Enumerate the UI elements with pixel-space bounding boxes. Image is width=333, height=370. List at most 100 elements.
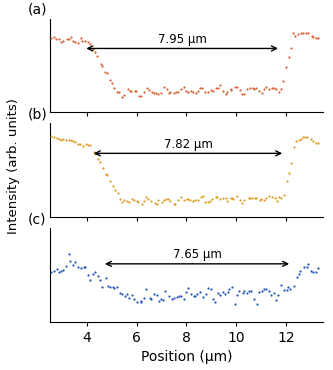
Point [267, 288, 272, 294]
Point [308, 268, 314, 274]
Point [205, 285, 210, 291]
Point [304, 264, 309, 270]
Point [188, 291, 194, 297]
Point [244, 290, 249, 296]
Point [85, 272, 91, 278]
Point [236, 289, 242, 295]
Point [303, 134, 308, 140]
Point [251, 296, 257, 302]
Point [48, 269, 54, 275]
Point [143, 194, 149, 200]
Point [98, 277, 103, 283]
Point [107, 77, 112, 83]
Point [66, 36, 71, 42]
Point [210, 296, 216, 302]
Point [78, 36, 83, 41]
Point [68, 258, 73, 264]
Text: 7.65 μm: 7.65 μm [172, 248, 221, 261]
Point [201, 193, 206, 199]
Point [110, 80, 115, 86]
Point [141, 89, 146, 95]
Point [280, 78, 286, 84]
Point [154, 201, 159, 207]
Point [94, 54, 100, 60]
Point [205, 199, 210, 205]
Point [257, 197, 262, 203]
Text: (a): (a) [28, 3, 48, 17]
Point [90, 46, 96, 52]
Point [240, 290, 245, 296]
Point [157, 297, 162, 303]
Point [105, 283, 111, 289]
Point [66, 137, 72, 143]
Point [187, 197, 192, 203]
Point [281, 192, 286, 198]
Point [224, 198, 229, 204]
Point [278, 282, 284, 288]
Point [156, 198, 161, 204]
Point [228, 87, 234, 93]
Point [87, 41, 93, 47]
Point [193, 90, 199, 95]
Point [87, 277, 93, 283]
Point [139, 201, 145, 207]
Point [272, 85, 277, 91]
Point [246, 288, 252, 294]
Point [176, 197, 181, 203]
Point [92, 49, 98, 55]
Point [119, 94, 125, 100]
Point [134, 299, 140, 305]
Point [58, 137, 64, 143]
Point [57, 269, 62, 275]
Point [252, 195, 257, 201]
Point [314, 269, 319, 275]
Point [278, 195, 284, 201]
Point [228, 86, 233, 92]
Point [104, 71, 110, 77]
Point [298, 30, 303, 36]
Point [223, 292, 228, 297]
Point [293, 33, 298, 39]
Point [117, 290, 122, 296]
Point [63, 137, 68, 143]
Point [156, 91, 161, 97]
Text: (c): (c) [28, 212, 47, 226]
Point [311, 34, 316, 40]
Point [176, 293, 182, 299]
Point [286, 54, 291, 60]
Point [70, 138, 76, 144]
Point [296, 271, 301, 277]
Point [144, 85, 150, 91]
Point [311, 138, 316, 144]
Point [172, 201, 177, 207]
Point [75, 40, 81, 46]
Point [138, 299, 144, 305]
Point [73, 39, 78, 45]
Point [135, 198, 140, 204]
Point [213, 195, 218, 201]
Point [162, 197, 167, 203]
Point [91, 271, 96, 277]
Point [100, 63, 105, 69]
Point [154, 90, 159, 95]
Point [217, 292, 222, 297]
Point [300, 30, 306, 36]
Point [151, 90, 157, 95]
Point [120, 291, 125, 297]
Point [256, 289, 262, 295]
Point [115, 88, 120, 94]
Point [269, 85, 274, 91]
Point [220, 195, 226, 201]
Point [163, 288, 168, 294]
Point [112, 85, 117, 91]
Point [135, 199, 141, 205]
Point [235, 193, 240, 199]
Point [241, 91, 246, 97]
Point [268, 292, 274, 297]
Point [247, 195, 252, 201]
Point [78, 142, 83, 148]
Point [95, 156, 101, 162]
Point [194, 291, 200, 297]
Point [112, 285, 117, 291]
Text: (b): (b) [28, 108, 48, 121]
